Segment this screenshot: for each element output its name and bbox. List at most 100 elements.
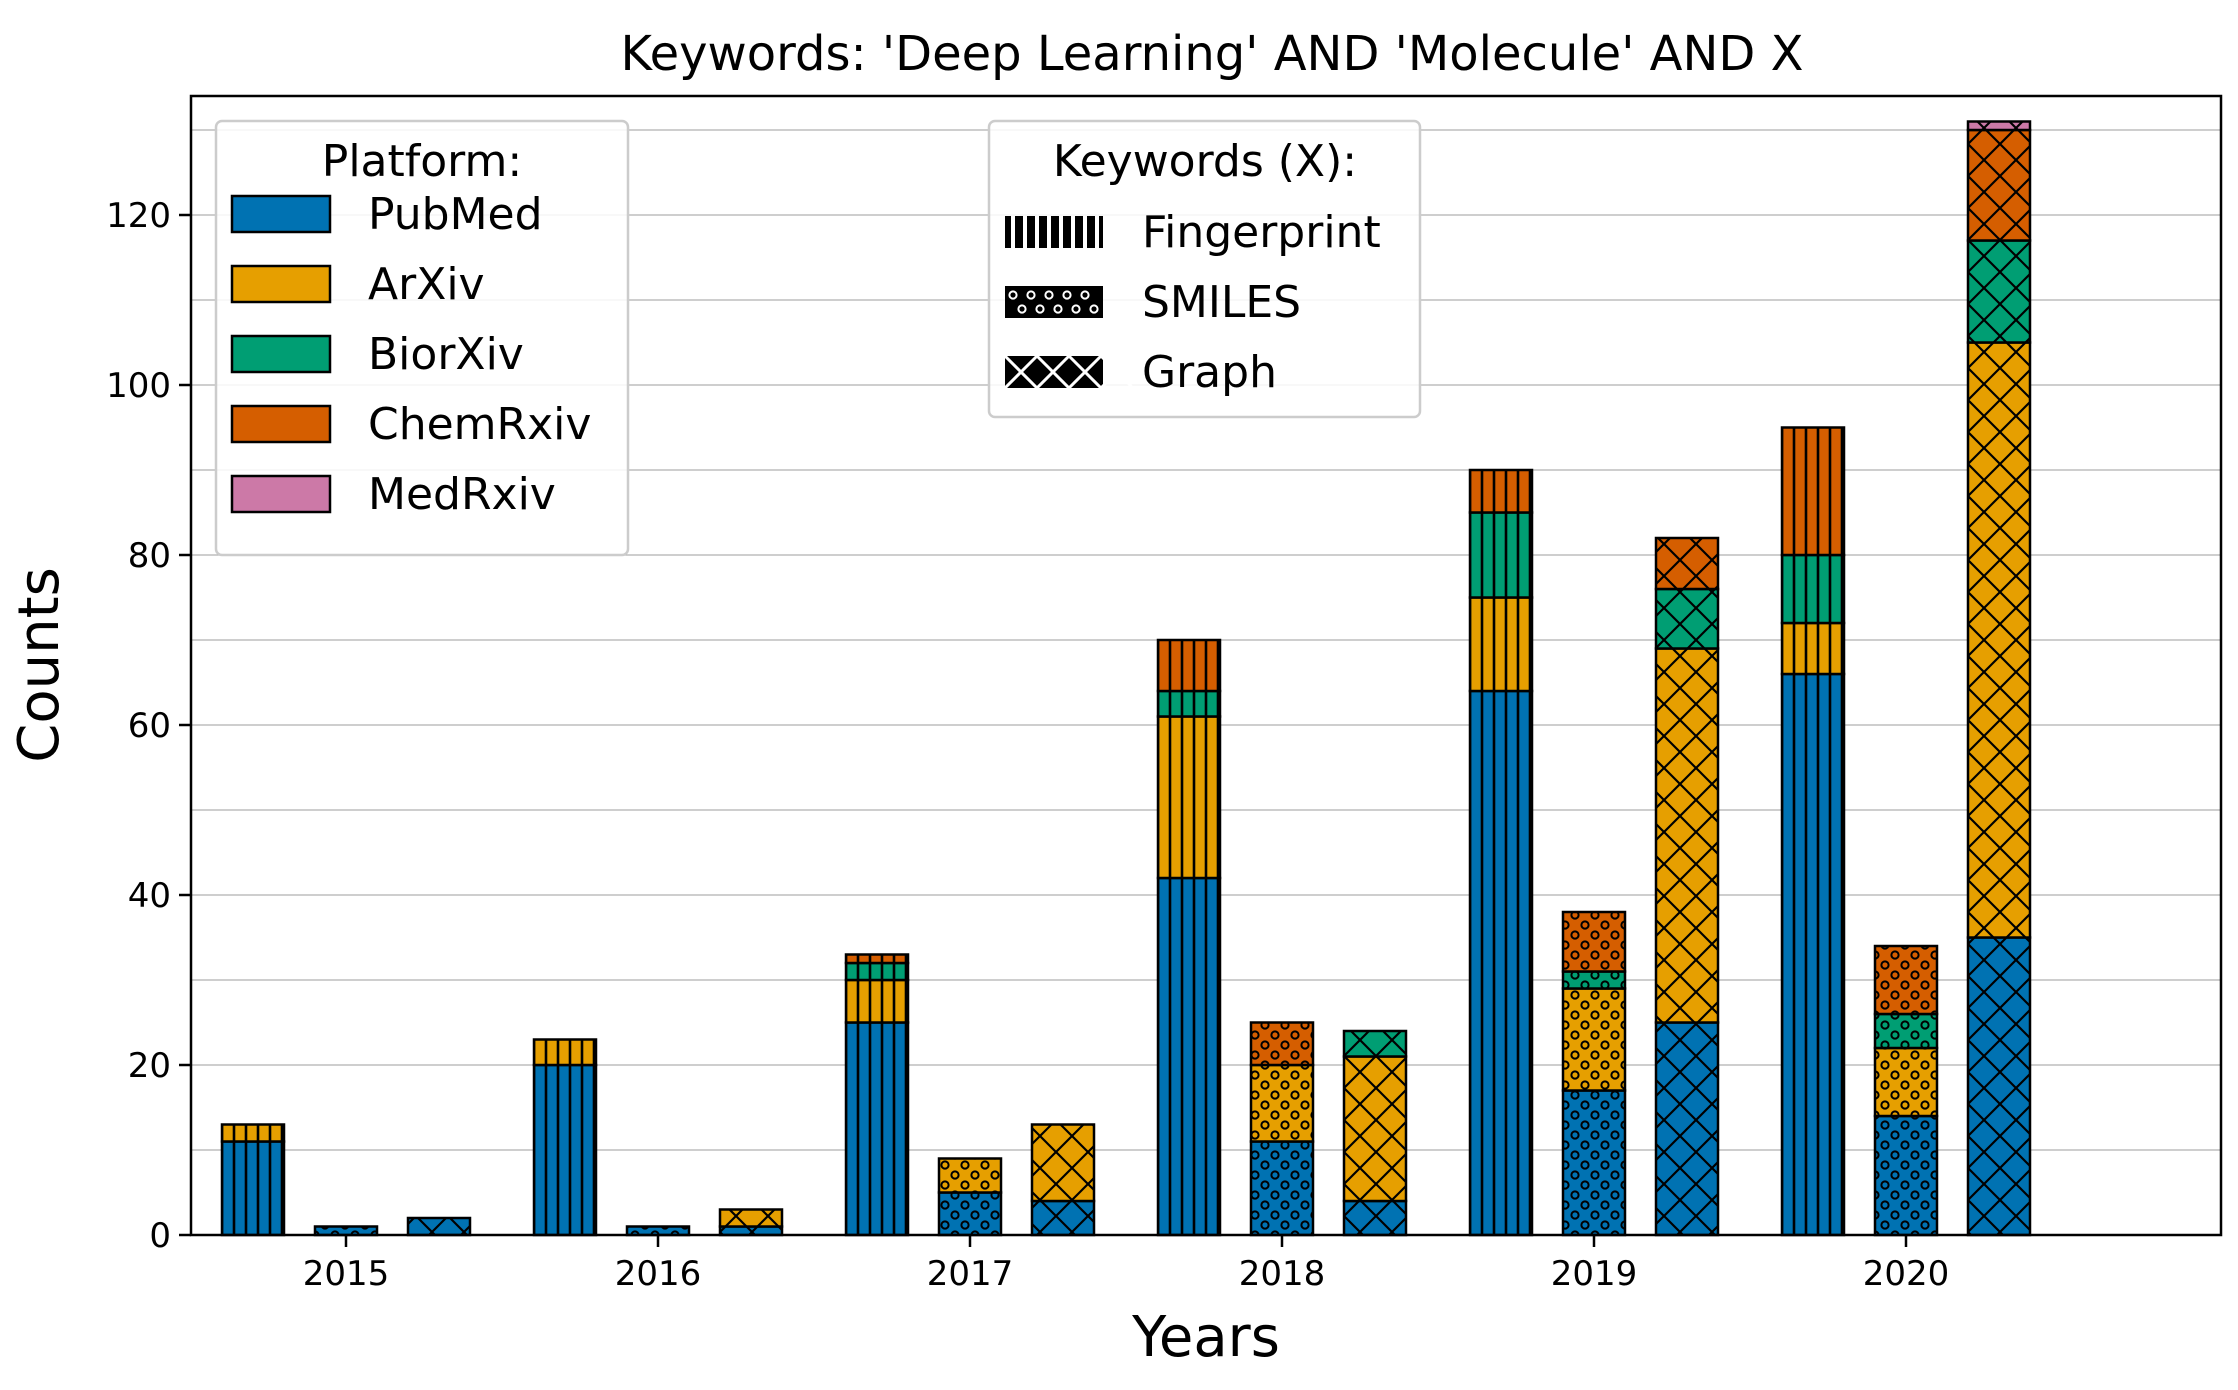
bar-hatch-fingerprint xyxy=(1468,468,1534,514)
bar-hatch-fingerprint xyxy=(220,1123,286,1143)
bar-hatch-graph xyxy=(1654,647,1720,1024)
bar-hatch-graph xyxy=(1342,1055,1408,1203)
y-tick-label: 120 xyxy=(106,196,171,236)
bar-hatch-fingerprint xyxy=(844,978,910,1024)
bar-hatch-fingerprint xyxy=(844,1021,910,1237)
bar-hatch-graph xyxy=(1966,936,2032,1237)
bar-hatch-fingerprint xyxy=(844,953,910,965)
bar-hatch-graph xyxy=(1654,536,1720,591)
bar-hatch-graph xyxy=(1030,1199,1096,1237)
bar-hatch-fingerprint xyxy=(1156,638,1222,693)
bar-hatch-fingerprint xyxy=(1780,426,1846,557)
legend-label-biorxiv: BiorXiv xyxy=(368,329,524,380)
x-tick-label: 2019 xyxy=(1551,1254,1638,1294)
bar-hatch-smiles xyxy=(1873,1012,1939,1050)
y-tick-label: 40 xyxy=(128,876,171,916)
legend-label-smiles: SMILES xyxy=(1142,277,1301,328)
x-tick-label: 2017 xyxy=(927,1254,1014,1294)
bar-hatch-smiles xyxy=(313,1225,379,1237)
bar-hatch-fingerprint xyxy=(1468,689,1534,1237)
legend-pattern-graph xyxy=(1003,354,1135,390)
bar-hatch-fingerprint xyxy=(1780,553,1846,625)
legend-hatch-line xyxy=(1067,354,1103,390)
bar-hatch-smiles xyxy=(1561,1089,1627,1237)
y-tick-label: 0 xyxy=(149,1216,171,1256)
y-tick-label: 20 xyxy=(128,1046,171,1086)
bar-hatch-smiles xyxy=(1873,944,1939,1016)
legend-hatch-circle xyxy=(1089,304,1099,314)
legend-label-arxiv: ArXiv xyxy=(368,259,485,310)
bar-hatch-fingerprint xyxy=(1156,876,1222,1237)
x-tick-label: 2018 xyxy=(1239,1254,1326,1294)
bar-hatch-smiles xyxy=(625,1225,691,1237)
bar-hatch-graph xyxy=(1966,341,2032,939)
legend-hatch-circle xyxy=(1017,304,1027,314)
keywords-legend-title: Keywords (X): xyxy=(1053,136,1357,187)
bar-hatch-fingerprint xyxy=(844,961,910,982)
bar-hatch-graph xyxy=(718,1225,784,1237)
legend-swatch-medrxiv xyxy=(230,474,332,514)
x-tick-label: 2020 xyxy=(1863,1254,1950,1294)
x-axis-label: Years xyxy=(1131,1305,1280,1370)
bar-hatch-smiles xyxy=(1873,1046,1939,1118)
legend-hatch-circle xyxy=(1044,290,1054,300)
legend-swatch-chemrxiv xyxy=(230,404,332,444)
bar-hatch-fingerprint xyxy=(1156,715,1222,880)
legend-label-chemrxiv: ChemRxiv xyxy=(368,399,591,450)
plot-frame xyxy=(189,94,2223,1237)
bar-hatch-graph xyxy=(1654,1021,1720,1237)
bar-hatch-fingerprint xyxy=(532,1038,598,1067)
bar-hatch-smiles xyxy=(1561,910,1627,973)
y-tick-label: 60 xyxy=(128,706,171,746)
bar-hatch-graph xyxy=(1966,120,2032,132)
bar-hatch-graph xyxy=(1654,587,1720,650)
legend-pattern-fingerprint xyxy=(1011,216,1099,248)
legend-label-pubmed: PubMed xyxy=(368,189,543,240)
legend-swatch-biorxiv xyxy=(230,334,332,374)
bar-hatch-smiles xyxy=(1873,1114,1939,1237)
bar-hatch-graph xyxy=(718,1208,784,1228)
y-tick-label: 80 xyxy=(128,536,171,576)
legend-hatch-line xyxy=(1099,354,1135,390)
bar-hatch-smiles xyxy=(1249,1063,1315,1143)
x-tick-label: 2015 xyxy=(303,1254,390,1294)
x-axis: 2015 2016 2017 2018 2019 2020 xyxy=(303,1235,1950,1294)
bars-group xyxy=(220,120,2032,1237)
bar-hatch-fingerprint xyxy=(532,1063,598,1237)
bar-hatch-fingerprint xyxy=(1780,672,1846,1237)
legend-hatch-circle xyxy=(1062,290,1072,300)
platform-legend-title: Platform: xyxy=(322,136,522,187)
bar-hatch-smiles xyxy=(1561,987,1627,1092)
bar-hatch-fingerprint xyxy=(1468,596,1534,693)
legend-swatch-fingerprint xyxy=(1005,216,1103,248)
legend-swatch-arxiv xyxy=(230,264,332,304)
bar-hatch-smiles xyxy=(1249,1021,1315,1067)
x-tick-label: 2016 xyxy=(615,1254,702,1294)
legend-hatch-circle xyxy=(1008,290,1018,300)
legend-label-medrxiv: MedRxiv xyxy=(368,469,556,520)
legend-hatch-line xyxy=(1003,354,1039,390)
bar-hatch-graph xyxy=(1966,128,2032,242)
legend-label-fingerprint: Fingerprint xyxy=(1142,207,1381,258)
legend-hatch-circle xyxy=(1080,290,1090,300)
platform-legend: Platform: PubMed ArXiv BiorXiv ChemRxiv MedR… xyxy=(214,119,630,557)
legend-hatch-circle xyxy=(1071,304,1081,314)
legend-swatch-pubmed xyxy=(230,194,332,234)
bar-hatch-smiles xyxy=(937,1191,1003,1237)
bar-hatch-graph xyxy=(1342,1029,1408,1058)
legend-hatch-circle xyxy=(1053,304,1063,314)
keywords-legend-box xyxy=(987,119,1422,419)
bar-hatch-graph xyxy=(406,1216,472,1237)
bar-hatch-graph xyxy=(1966,239,2032,344)
legend-pattern-smiles xyxy=(1008,290,1099,314)
bar-hatch-graph xyxy=(1030,1123,1096,1203)
bar-hatch-smiles xyxy=(1249,1140,1315,1237)
bar-hatch-fingerprint xyxy=(1156,689,1222,718)
y-axis: 0 20 40 60 80 100 120 xyxy=(106,196,191,1256)
legend-hatch-line xyxy=(1035,354,1071,390)
bar-hatch-fingerprint xyxy=(1468,511,1534,599)
bar-hatch-smiles xyxy=(937,1157,1003,1194)
legend-swatch-smiles xyxy=(1005,286,1103,318)
legend-hatch-circle xyxy=(1026,290,1036,300)
